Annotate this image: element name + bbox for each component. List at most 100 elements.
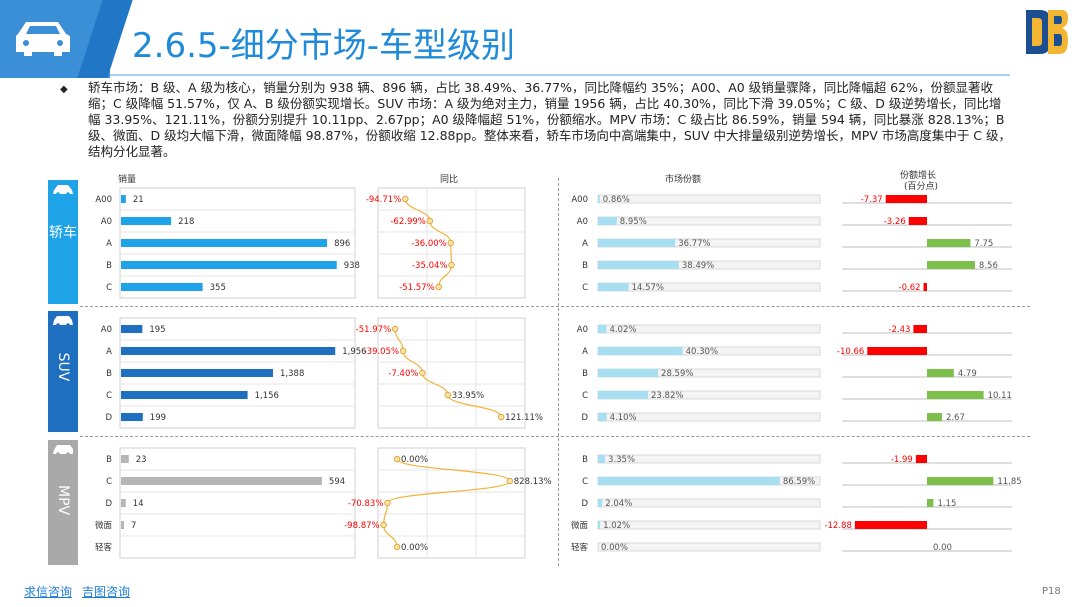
segment-tab-mpv: MPV [48,440,78,565]
column-divider [558,178,559,566]
share-value-label: 4.02% [609,325,636,335]
share-change-bar [885,195,927,203]
sales-bar [121,477,322,485]
sales-value-label: 355 [210,283,226,293]
category-label: 微面 [95,520,113,531]
header-underline [110,74,1010,76]
share-change-bar [927,477,994,485]
yoy-point [448,261,455,269]
sedan-icon [53,185,73,196]
sales-bar [121,283,203,291]
sales-bar [121,347,336,355]
sales-bar [121,325,143,333]
share-change-label: 2.67 [946,413,965,423]
share-value-label: 2.04% [605,499,632,509]
sales-bar [121,499,126,507]
yoy-value-label: -70.83% [348,499,383,509]
yoy-point [393,543,401,551]
yoy-point [391,325,399,333]
share-change-bar [913,325,927,333]
category-label: C [106,477,112,487]
category-label: D [581,413,588,423]
yoy-value-label: 828.13% [514,477,552,487]
category-label: 微面 [571,520,589,531]
category-label: A [582,347,588,357]
sales-bar [121,521,124,529]
sales-value-label: 7 [131,521,136,531]
sales-value-label: 195 [149,325,165,335]
footer-link-qiuxin[interactable]: 求信咨询 [24,585,73,599]
share-value-label: 3.35% [608,455,635,465]
category-label: C [106,283,112,293]
yoy-value-label: 121.11% [505,413,543,423]
share-change-bar [927,261,975,269]
share-value-label: 86.59% [783,477,815,487]
share-bar [598,413,607,421]
share-change-label: 0.00 [933,543,952,553]
footer-link-jitu[interactable]: 吉图咨询 [82,585,131,599]
category-label: A [582,239,588,249]
share-track [597,520,821,530]
share-change-bar [927,391,984,399]
yoy-point [384,499,391,507]
sales-bar [121,239,328,247]
page-number: P18 [1042,586,1061,597]
col-header-share-change: 份额增长 [900,171,937,181]
sales-panel-frame [119,447,356,559]
col-header-share-change-unit: (百分点) [904,182,939,192]
segment-tab-sedan: 轿车 [48,180,78,304]
category-label: A [106,239,112,249]
sales-bar [121,413,143,421]
share-value-label: 8.95% [620,217,647,227]
share-bar [598,477,780,485]
yoy-value-label: -51.97% [356,325,391,335]
share-value-label: 0.00% [601,543,628,553]
category-label: A0 [577,325,588,335]
yoy-point [435,283,442,291]
share-bar [598,521,601,529]
share-change-label: -2.43 [888,325,910,335]
share-change-label: -1.99 [891,455,913,465]
sales-bar [121,391,248,399]
share-change-label: 8.56 [979,261,998,271]
share-change-bar [915,455,927,463]
sales-value-label: 1,156 [255,391,279,401]
category-label: B [582,369,588,379]
share-change-bar [854,521,927,529]
share-change-label: 7.75 [974,239,993,249]
share-value-label: 4.10% [610,413,637,423]
sales-bar [121,455,129,463]
share-value-label: 38.49% [682,261,714,271]
share-change-label: -10.66 [837,347,864,357]
category-label: 轻客 [571,542,589,553]
bullet-diamond-icon: ◆ [60,84,68,95]
col-header-share: 市场份额 [665,175,702,185]
category-label: A0 [577,217,588,227]
share-change-bar [927,369,954,377]
share-bar [598,391,649,399]
share-value-label: 0.86% [603,195,630,205]
share-bar [598,283,629,291]
yoy-panel-frame [377,447,526,559]
yoy-value-label: 0.00% [401,543,428,553]
yoy-point [419,369,426,377]
col-header-yoy: 同比 [440,175,459,185]
share-change-label: -0.62 [899,283,921,293]
sales-value-label: 218 [178,217,194,227]
category-label: C [582,391,588,401]
share-value-label: 40.30% [686,347,718,357]
yoy-point [393,455,401,463]
segment-divider [80,306,1030,307]
category-label: A [106,347,112,357]
share-bar [598,347,683,355]
sales-bar [121,217,172,225]
yoy-line [382,458,511,548]
share-change-label: 11.85 [997,477,1021,487]
category-label: D [105,413,112,423]
share-change-bar [927,499,934,507]
share-change-bar [927,413,942,421]
category-label: B [106,455,112,465]
share-change-label: -12.88 [824,521,851,531]
sales-bar [121,195,126,203]
